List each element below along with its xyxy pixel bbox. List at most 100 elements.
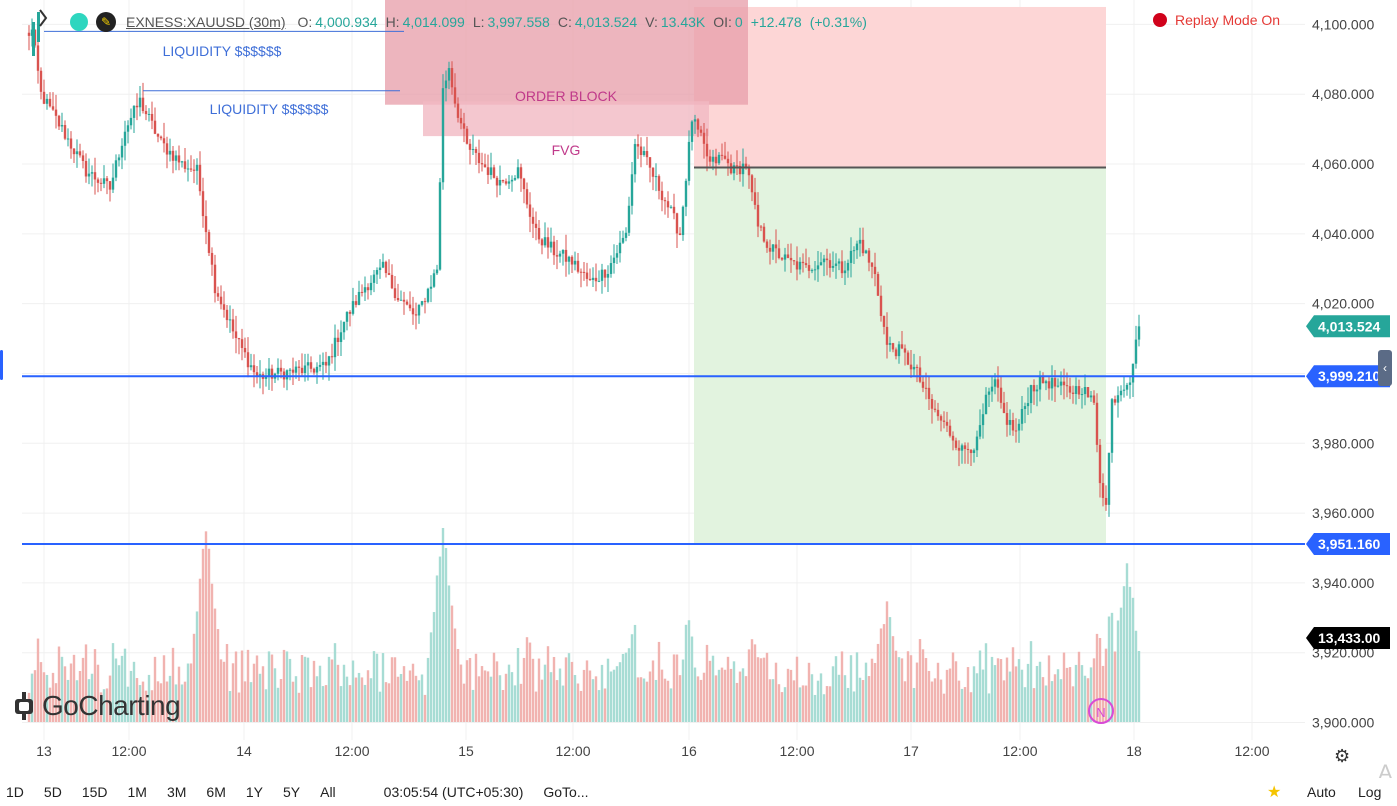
volume-bar [90,673,94,722]
risk-zone [694,6,1106,168]
candle-body [642,151,646,156]
candle-body [666,201,670,208]
candle-body [567,256,571,262]
candle-body [888,343,892,345]
volume-bar [798,687,802,722]
volume-bar [78,670,82,722]
candle-body [297,366,301,368]
candle-body [993,379,997,387]
volume-bar [87,679,91,722]
chart-menu-icon[interactable] [30,2,50,62]
volume-bar [735,682,739,722]
volume-bar [1125,563,1129,722]
timeframe-6m[interactable]: 6M [206,784,226,800]
volume-bar [150,690,154,722]
candle-body [915,366,919,368]
candle-body [399,299,403,301]
volume-bar [720,667,724,722]
candle-body [489,167,493,175]
volume-bar [825,686,829,722]
candle-body [849,250,853,263]
candle-body [648,157,652,168]
volume-bar [666,680,670,722]
candle-body [573,260,577,265]
candle-body [522,178,526,190]
volume-bar [462,683,466,722]
clock-readout[interactable]: 03:05:54 (UTC+05:30) [383,784,524,800]
volume-bar [792,680,796,722]
volume-bar [408,670,412,722]
candle-body [414,314,418,316]
candle-body [924,387,928,389]
symbol-label[interactable]: EXNESS:XAUUSD (30m) [126,14,286,30]
volume-label: V: [645,14,658,30]
volume-bar [702,672,706,722]
timeframe-5y[interactable]: 5Y [282,784,301,800]
candle-body [213,264,217,294]
candle-body [150,113,154,121]
price-tick-label: 3,980.000 [1312,435,1374,451]
goto-button[interactable]: GoTo... [543,784,589,800]
volume-bar [684,624,688,722]
volume-bar [894,650,898,722]
volume-bar [471,689,475,722]
pencil-icon[interactable]: ✎ [96,12,116,32]
candle-body [480,163,484,165]
candle-body [960,445,964,451]
volume-bar [1029,641,1033,722]
candle-body [534,223,538,228]
candle-body [348,311,352,314]
volume-bar [402,666,406,722]
volume-bar [618,662,622,722]
volume-bar [189,663,193,722]
candle-body [984,394,988,415]
candle-body [375,270,379,275]
left-panel-handle[interactable] [0,350,3,380]
volume-bar [1005,657,1009,722]
price-tick-label: 4,080.000 [1312,86,1374,102]
candle-body [1044,381,1048,384]
time-axis[interactable]: 13 12:00 14 12:00 15 12:00 16 12:00 17 12:00 18 12:… [36,743,1270,759]
timeframe-5d[interactable]: 5D [43,784,62,800]
timeframe-all[interactable]: All [320,784,336,800]
settings-gear-icon[interactable]: ⚙ [1334,746,1351,766]
auto-scale-toggle[interactable]: Auto [1307,784,1336,800]
volume-bar [942,693,946,722]
price-tick-label: 4,100.000 [1312,16,1374,32]
timeframe-1d[interactable]: 1D [6,784,24,800]
volume-bar [927,670,931,722]
timeframe-15d[interactable]: 15D [81,784,108,800]
volume-bar [348,685,352,722]
replay-mode-indicator[interactable]: Replay Mode On [1153,12,1280,28]
timeframe-1y[interactable]: 1Y [245,784,263,800]
volume-bar [960,688,964,722]
candle-body [561,249,565,254]
candle-body [483,164,487,168]
candle-body [987,391,991,395]
timeframe-3m[interactable]: 3M [166,784,187,800]
candle-body [276,367,280,374]
volume-bar [120,655,124,722]
collapse-panel-icon[interactable]: ‹ [1378,350,1392,386]
volume-bar [234,651,238,722]
star-icon[interactable]: ★ [1267,784,1282,801]
volume-bar [1086,678,1090,722]
candle-body [759,226,763,228]
price-axis[interactable]: 3,900.0003,920.0003,940.0003,960.0003,98… [1306,16,1390,731]
volume-bar [582,669,586,722]
volume-bar [504,673,508,722]
volume-bar [855,652,859,722]
candle-body [840,261,844,274]
candle-body [384,261,388,274]
indicator-badge[interactable]: N [1088,698,1114,724]
candle-body [180,161,184,163]
candle-body [741,163,745,175]
timeframe-1m[interactable]: 1M [127,784,147,800]
close-value: 4,013.524 [574,14,638,30]
volume-bar [84,644,88,722]
candle-body [1122,389,1126,391]
log-scale-toggle[interactable]: Log [1358,784,1382,800]
candle-body [585,272,589,279]
time-tick-label: 14 [236,743,252,759]
